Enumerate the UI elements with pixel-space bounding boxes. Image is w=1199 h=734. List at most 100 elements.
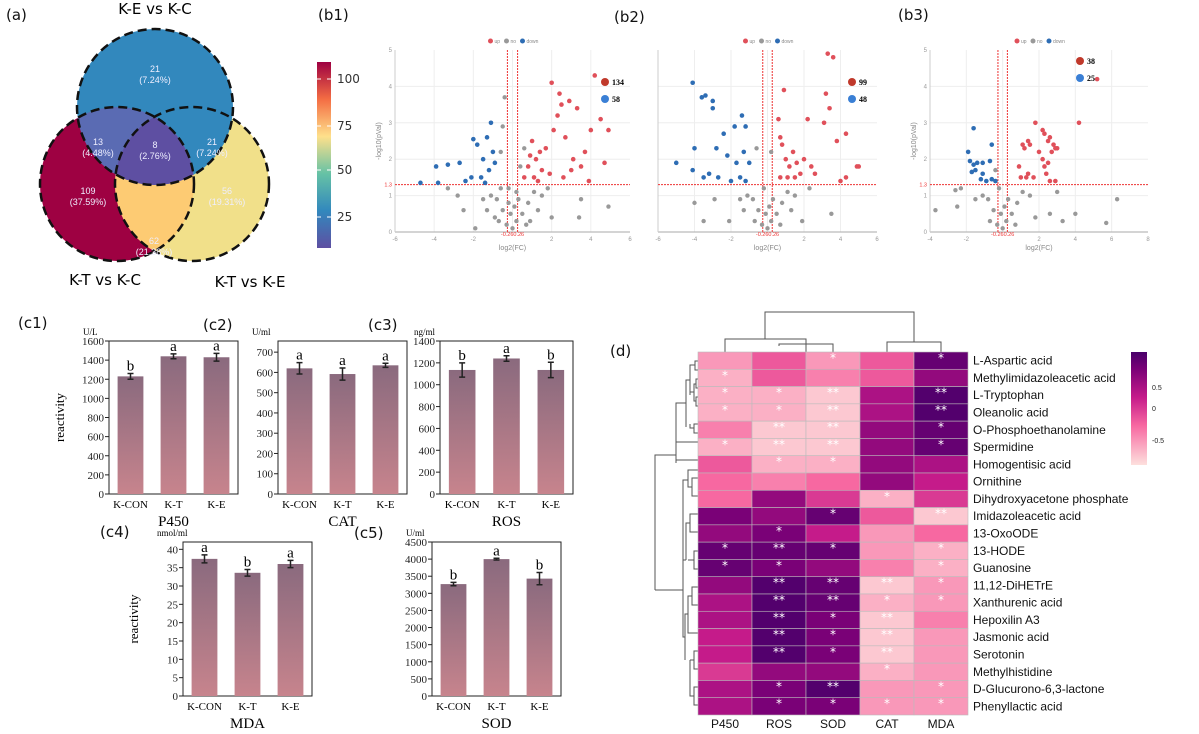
point-up	[843, 131, 849, 137]
y-tick-label: 0	[99, 489, 105, 501]
threshold-label: -0.260.26	[756, 232, 779, 238]
point-no	[1054, 189, 1060, 195]
count-marker-up	[1076, 57, 1084, 65]
y-tick-label: 1	[924, 194, 928, 200]
legend-label-down: down	[782, 39, 794, 45]
point-down	[721, 131, 726, 137]
point-no	[1004, 218, 1009, 224]
y-tick-label: 300	[257, 428, 274, 440]
bar-k-e	[372, 365, 399, 494]
venn-set-label-kt-ke: K-T vs K-E	[215, 273, 286, 291]
x-tick-label: 4	[589, 237, 593, 243]
panel-label-c5: (c5)	[354, 524, 384, 542]
error-bar	[459, 362, 466, 378]
error-bar	[547, 361, 554, 379]
x-tick-label: K-CON	[282, 499, 317, 511]
point-no	[1013, 222, 1018, 227]
row-label: Oleanolic acid	[973, 406, 1048, 420]
point-no	[829, 211, 834, 216]
y-tick-label: 25	[167, 599, 179, 611]
significance-mark: *	[776, 558, 782, 572]
point-no	[799, 218, 805, 224]
heatmap-cell	[751, 662, 807, 681]
significance-mark: **	[827, 437, 839, 451]
venn-region-percent: (37.59%)	[70, 197, 107, 207]
x-tick-label: -6	[655, 237, 661, 243]
y-tick-label: 1400	[82, 355, 105, 367]
point-down	[732, 124, 737, 129]
heatmap-cell	[697, 472, 753, 491]
y-tick-label: 400	[419, 445, 436, 457]
x-tick-label: K-CON	[436, 701, 471, 713]
significance-mark: **	[773, 593, 785, 607]
significance-mark: **	[827, 679, 839, 693]
significance-mark: *	[938, 679, 944, 693]
error-bar	[213, 352, 220, 362]
significance-letter: a	[493, 543, 500, 559]
heatmap-cell	[697, 610, 753, 629]
x-tick-label: K-CON	[445, 499, 480, 511]
significance-letter: b	[458, 348, 466, 364]
panel-label-b3: (b3)	[898, 6, 929, 24]
chart-title: ROS	[492, 514, 521, 530]
significance-mark: **	[881, 628, 893, 642]
point-down	[737, 175, 743, 180]
point-no	[1073, 211, 1078, 216]
point-no	[741, 207, 746, 213]
point-down	[714, 145, 719, 151]
heatmap: * * L-Aspartic acid* Methylimidazoleacetic …	[654, 311, 1164, 731]
point-down	[435, 180, 441, 186]
point-no	[498, 149, 503, 155]
panel-label-c4: (c4)	[100, 523, 130, 541]
point-no	[953, 187, 958, 193]
legend-marker-down	[775, 38, 780, 44]
point-no	[752, 218, 757, 224]
y-tick-label: 0	[389, 230, 393, 236]
point-down	[690, 167, 695, 173]
heatmap-cell	[913, 472, 969, 491]
y-tick-label: 40	[167, 544, 179, 556]
venn-colorbar	[317, 62, 331, 248]
significance-mark: *	[884, 489, 890, 503]
venn-region-percent: (19.31%)	[209, 197, 246, 207]
point-no	[754, 146, 759, 151]
point-no	[973, 197, 978, 202]
heatmap-cell	[751, 368, 807, 387]
point-no	[933, 207, 938, 213]
point-no	[767, 204, 772, 209]
point-up	[551, 127, 556, 133]
significance-mark: **	[935, 403, 947, 417]
point-down	[725, 153, 730, 158]
point-up	[533, 156, 539, 162]
error-bar	[450, 581, 457, 587]
error-bar	[201, 554, 208, 564]
point-no	[518, 164, 523, 169]
significance-mark: *	[776, 386, 782, 400]
heatmap-cell	[697, 576, 753, 595]
bar-k-e	[277, 564, 304, 696]
significance-mark: *	[830, 645, 836, 659]
venn-region-count: 21	[207, 137, 217, 147]
point-up	[535, 178, 541, 184]
point-up	[1045, 160, 1051, 166]
point-down	[482, 180, 488, 186]
point-no	[502, 95, 507, 100]
point-no	[774, 211, 779, 216]
heatmap-cell	[751, 507, 807, 526]
significance-mark: *	[830, 351, 836, 365]
point-down	[743, 124, 748, 129]
point-up	[1051, 142, 1056, 147]
point-down	[469, 175, 474, 180]
colorbar-tick-label: -0.5	[1152, 438, 1164, 445]
y-tick-label: 35	[167, 563, 179, 575]
point-up	[1053, 178, 1058, 184]
column-label: SOD	[820, 717, 846, 731]
point-up	[794, 160, 799, 166]
point-up	[1018, 175, 1024, 180]
y-tick-label: 0	[924, 230, 928, 236]
bar-k-e	[537, 369, 565, 494]
heatmap-cell	[697, 697, 753, 716]
x-tick-label: K-E	[530, 701, 549, 713]
y-tick-label: 500	[257, 388, 274, 400]
point-down	[484, 135, 490, 140]
